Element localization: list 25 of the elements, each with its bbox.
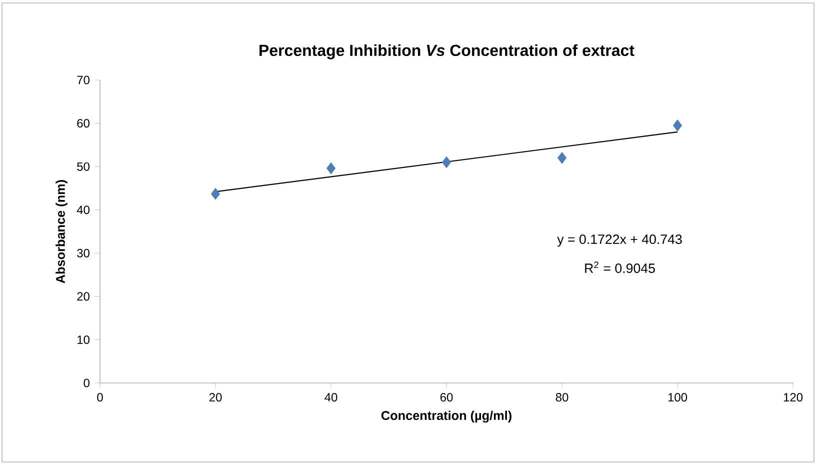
y-tick-label: 60 xyxy=(77,119,90,128)
y-tick-label: 20 xyxy=(77,292,90,301)
x-tick-label: 20 xyxy=(209,393,222,402)
x-tick-label: 120 xyxy=(784,393,803,402)
point xyxy=(673,120,682,132)
y-tick-label: 30 xyxy=(77,248,90,258)
point xyxy=(211,188,220,200)
x-tick-label: 80 xyxy=(556,393,568,402)
x-tick-label: 60 xyxy=(440,393,453,402)
y-axis-title: Absorbance (nm) xyxy=(56,180,68,284)
y-tick-label: 40 xyxy=(76,206,90,214)
annotation: y = 0.1722x + 40.743 xyxy=(557,234,682,247)
point xyxy=(442,156,451,168)
y-tick-label: 50 xyxy=(77,162,90,171)
x-tick-label: 100 xyxy=(668,393,688,402)
x-tick-label: 0 xyxy=(97,393,103,402)
x-tick-label: 40 xyxy=(324,393,338,402)
point xyxy=(558,152,566,164)
y-tick-label: 70 xyxy=(77,76,90,84)
y-tick-label: 10 xyxy=(78,335,90,344)
y-tick-label: 0 xyxy=(84,378,90,388)
chart-title: Percentage Inhibition Vs Concentration of extract xyxy=(260,44,634,60)
x-axis-title: Concentration (µg/ml) xyxy=(381,410,512,423)
annotation: R$^{2}$ = 0.9045 xyxy=(585,262,655,273)
point xyxy=(326,162,336,174)
